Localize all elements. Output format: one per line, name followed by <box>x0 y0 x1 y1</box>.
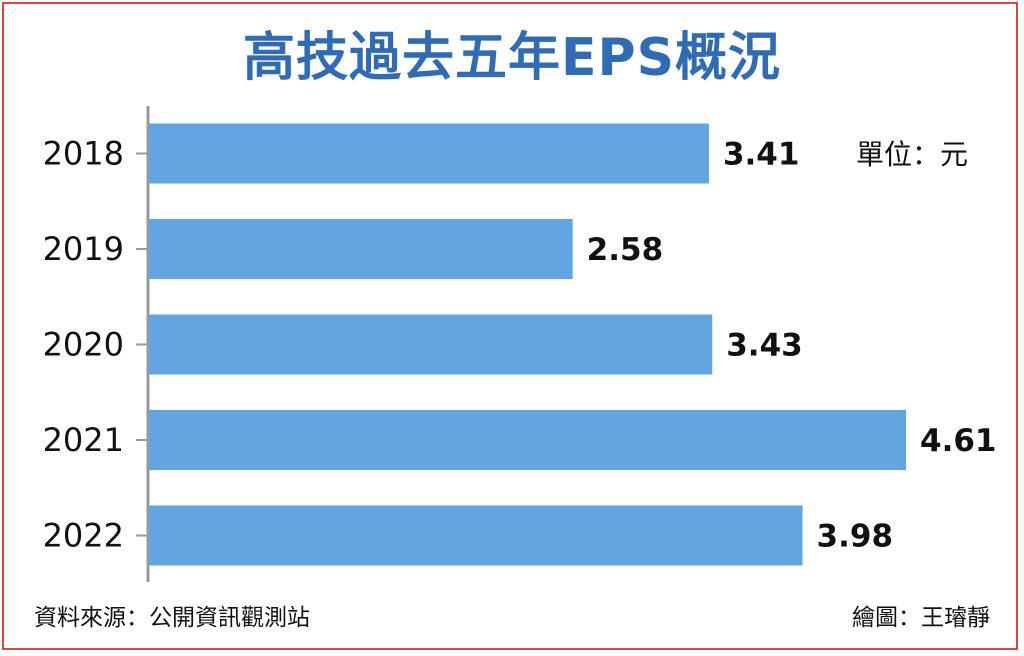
value-label: 4.61 <box>920 423 997 459</box>
unit-label: 單位：元 <box>856 138 969 171</box>
value-label: 2.58 <box>587 232 664 268</box>
chart-title: 高技過去五年EPS概況 <box>242 28 782 88</box>
category-label: 2022 <box>43 517 124 555</box>
value-label: 3.43 <box>726 328 803 364</box>
category-label: 2021 <box>43 421 124 459</box>
value-label: 3.98 <box>817 519 894 555</box>
category-label: 2018 <box>43 135 124 173</box>
bar-2022 <box>149 505 803 566</box>
source-note: 資料來源：公開資訊觀測站 <box>34 605 310 631</box>
bar-2021 <box>149 410 906 470</box>
bar-2020 <box>149 314 713 375</box>
bar-2018 <box>149 123 709 184</box>
credit-note: 繪圖：王璿靜 <box>852 605 990 631</box>
category-label: 2020 <box>43 326 124 364</box>
bar-2019 <box>149 219 573 279</box>
category-label: 2019 <box>43 230 124 268</box>
value-label: 3.41 <box>723 137 800 173</box>
